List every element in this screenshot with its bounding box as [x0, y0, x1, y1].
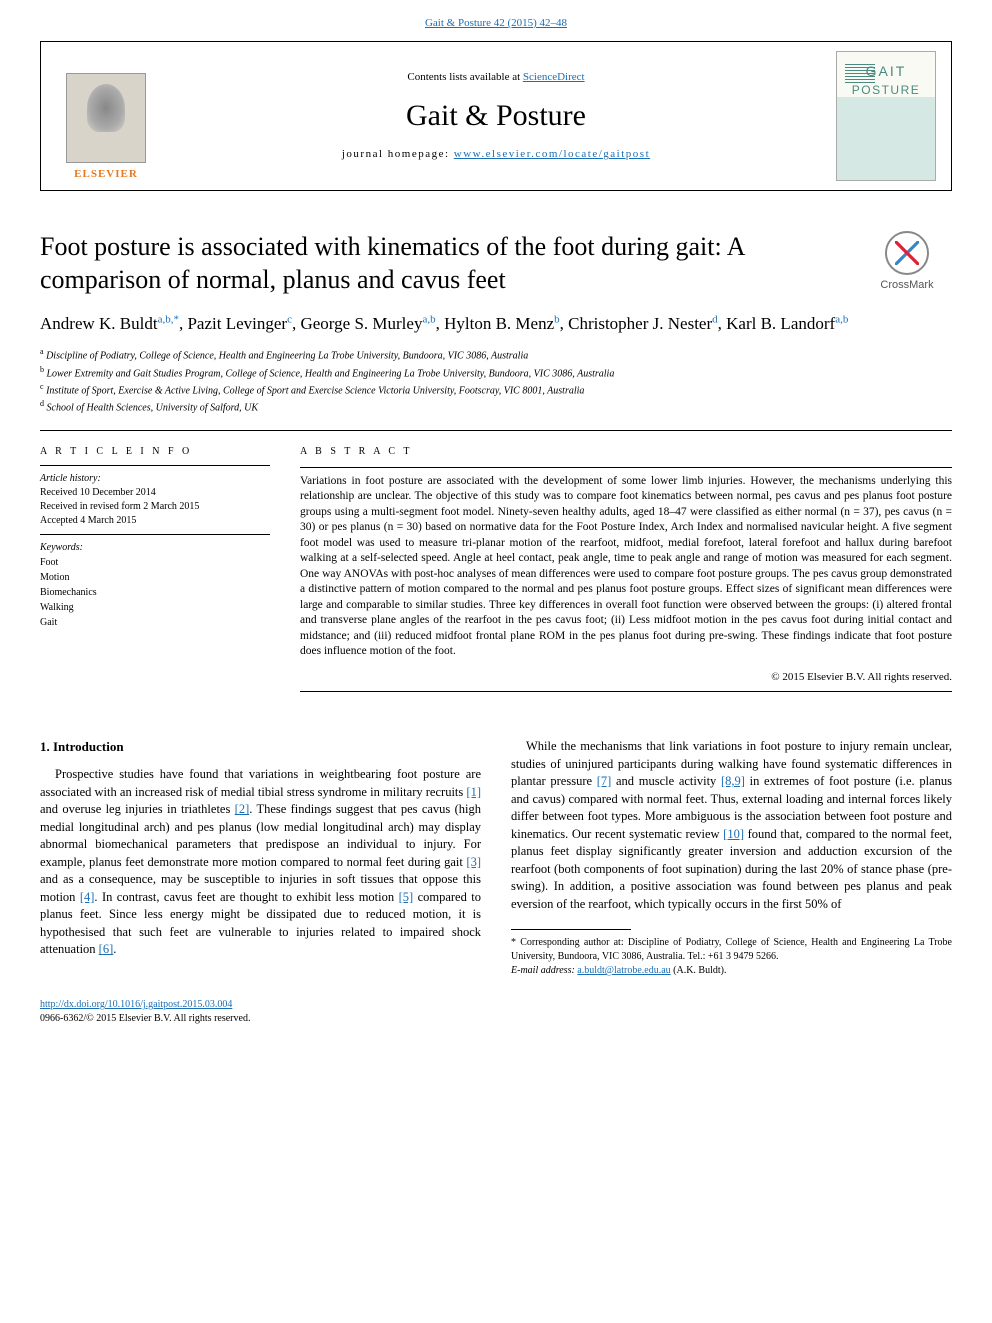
abstract-divider-top [300, 467, 952, 468]
ref-link-7[interactable]: [7] [597, 774, 612, 788]
abstract-copyright: © 2015 Elsevier B.V. All rights reserved… [300, 670, 952, 685]
info-abstract-row: A R T I C L E I N F O Article history: R… [40, 445, 952, 699]
keywords-list: FootMotionBiomechanicsWalkingGait [40, 555, 270, 630]
ref-link-2[interactable]: [2] [235, 802, 250, 816]
footnote-email-suffix: (A.K. Buldt). [671, 965, 727, 976]
ref-link-3[interactable]: [3] [466, 855, 481, 869]
ref-link-1[interactable]: [1] [466, 785, 481, 799]
page-footer: http://dx.doi.org/10.1016/j.gaitpost.201… [40, 998, 952, 1026]
journal-cover-thumbnail: GAIT POSTURE [836, 51, 936, 181]
crossmark-icon [885, 231, 929, 275]
corresponding-author-footnote: * Corresponding author at: Discipline of… [511, 936, 952, 978]
ref-link-5[interactable]: [5] [399, 890, 414, 904]
article-body: Foot posture is associated with kinemati… [40, 231, 952, 978]
cover-bars-icon [845, 64, 875, 84]
abstract-heading: A B S T R A C T [300, 445, 952, 459]
intro-heading: 1. Introduction [40, 738, 481, 756]
ref-link-8-9[interactable]: [8,9] [721, 774, 745, 788]
page-header-citation: Gait & Posture 42 (2015) 42–48 [0, 0, 992, 41]
homepage-prefix: journal homepage: [342, 148, 454, 160]
footnote-email-line: E-mail address: a.buldt@latrobe.edu.au (… [511, 964, 952, 978]
intro-p1-s7: . [113, 942, 116, 956]
title-row: Foot posture is associated with kinemati… [40, 231, 952, 296]
authors-line: Andrew K. Buldta,b,*, Pazit Levingerc, G… [40, 312, 952, 336]
history-label: Article history: [40, 472, 270, 486]
abstract-text: Variations in foot posture are associate… [300, 474, 952, 660]
ref-link-4[interactable]: [4] [80, 890, 95, 904]
footnote-email-label: E-mail address: [511, 965, 577, 976]
ref-link-6[interactable]: [6] [99, 942, 114, 956]
cover-title-posture: POSTURE [852, 82, 921, 99]
intro-p2-s2: and muscle activity [611, 774, 721, 788]
contents-lists-line: Contents lists available at ScienceDirec… [171, 70, 821, 85]
abstract-column: A B S T R A C T Variations in foot postu… [300, 445, 952, 699]
citation-link[interactable]: Gait & Posture 42 (2015) 42–48 [425, 17, 567, 29]
intro-p1-s1: Prospective studies have found that vari… [40, 767, 481, 799]
footnote-separator [511, 929, 631, 930]
contents-prefix: Contents lists available at [407, 71, 522, 83]
crossmark-label: CrossMark [880, 278, 933, 293]
intro-p1-s2: and overuse leg injuries in triathletes [40, 802, 235, 816]
journal-cover-block: GAIT POSTURE [821, 42, 951, 190]
publisher-name: ELSEVIER [74, 167, 138, 182]
issn-copyright-line: 0966-6362/© 2015 Elsevier B.V. All right… [40, 1013, 250, 1024]
doi-link[interactable]: http://dx.doi.org/10.1016/j.gaitpost.201… [40, 999, 232, 1010]
introduction-section: 1. Introduction Prospective studies have… [40, 738, 952, 978]
footnote-email-link[interactable]: a.buldt@latrobe.edu.au [577, 965, 670, 976]
intro-paragraph-1: Prospective studies have found that vari… [40, 766, 481, 959]
intro-paragraph-2: While the mechanisms that link variation… [511, 738, 952, 913]
footnote-line-1: * Corresponding author at: Discipline of… [511, 936, 952, 964]
sciencedirect-link[interactable]: ScienceDirect [523, 71, 585, 83]
article-info-heading: A R T I C L E I N F O [40, 445, 270, 459]
crossmark-badge[interactable]: CrossMark [862, 231, 952, 293]
journal-homepage-link[interactable]: www.elsevier.com/locate/gaitpost [454, 148, 650, 160]
article-info-column: A R T I C L E I N F O Article history: R… [40, 445, 270, 699]
ref-link-10[interactable]: [10] [723, 827, 744, 841]
elsevier-tree-icon [66, 73, 146, 163]
journal-homepage-line: journal homepage: www.elsevier.com/locat… [171, 147, 821, 162]
journal-header-center: Contents lists available at ScienceDirec… [171, 42, 821, 190]
intro-p1-s5: . In contrast, cavus feet are thought to… [94, 890, 398, 904]
keywords-label: Keywords: [40, 541, 270, 555]
divider-top [40, 430, 952, 431]
history-list: Received 10 December 2014Received in rev… [40, 486, 270, 528]
affiliations-block: a Discipline of Podiatry, College of Sci… [40, 346, 952, 415]
publisher-logo-block: ELSEVIER [41, 42, 171, 190]
abstract-divider-bottom [300, 691, 952, 692]
article-title: Foot posture is associated with kinemati… [40, 231, 842, 296]
info-divider-1 [40, 465, 270, 466]
journal-name: Gait & Posture [171, 95, 821, 137]
journal-header-box: ELSEVIER Contents lists available at Sci… [40, 41, 952, 191]
info-divider-2 [40, 534, 270, 535]
